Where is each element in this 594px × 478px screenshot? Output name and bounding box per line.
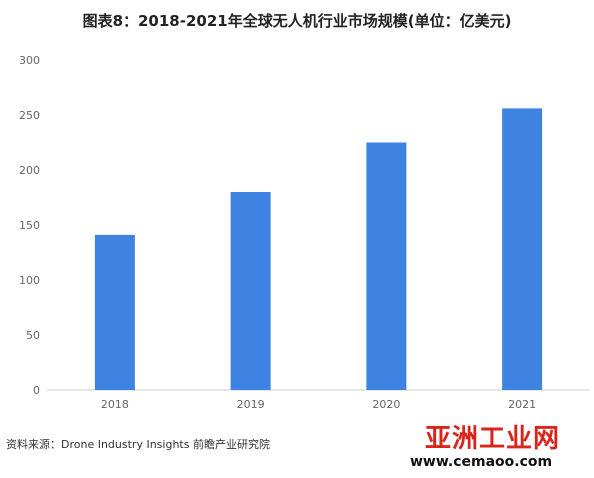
x-tick-label: 2021 [508,398,536,411]
chart-title: 图表8：2018-2021年全球无人机行业市场规模(单位：亿美元) [82,12,512,30]
y-tick-label: 250 [19,109,40,122]
x-tick-label: 2018 [101,398,129,411]
y-axis: 0 50 100 150 200 250 300 [19,54,40,397]
source-note: 资料来源：Drone Industry Insights 前瞻产业研究院 [6,438,270,451]
watermark-domain: www.cemaoo.com [410,454,553,470]
y-tick-label: 200 [19,164,40,177]
y-tick-label: 300 [19,54,40,67]
x-tick-label: 2020 [372,398,400,411]
x-tick-label: 2019 [237,398,265,411]
x-axis: 2018 2019 2020 2021 [101,398,536,411]
bar-2018 [94,234,135,390]
bar-2021 [502,108,543,391]
y-tick-label: 100 [19,274,40,287]
y-tick-label: 0 [33,384,40,397]
bar-2019 [230,192,271,390]
y-tick-label: 150 [19,219,40,232]
bars [94,108,543,391]
y-tick-label: 50 [26,329,40,342]
watermark-logo: 亚洲工业网 [425,424,561,454]
bar-2020 [366,142,407,390]
bar-chart: 0 50 100 150 200 250 300 2018 2019 2020 2021 [19,54,590,411]
